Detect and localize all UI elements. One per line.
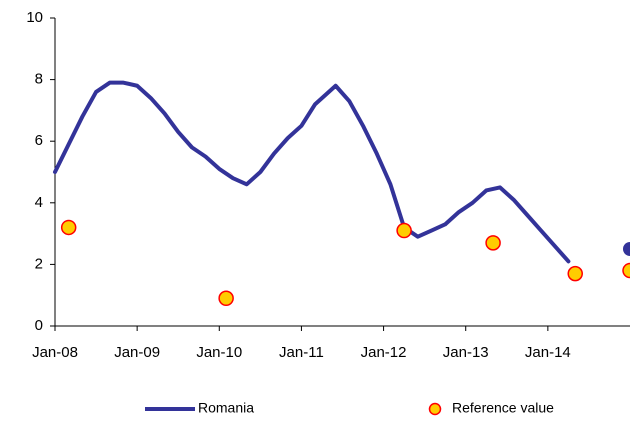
plot-area	[53, 80, 630, 307]
y-tick-label: 8	[35, 71, 43, 88]
y-tick-label: 4	[35, 194, 43, 211]
x-tick-label: Jan-11	[279, 344, 324, 361]
legend: Romania Reference value	[145, 400, 554, 416]
y-tick-label: 2	[35, 255, 43, 272]
x-tick-label: Jan-09	[114, 344, 160, 361]
y-tick-label: 0	[35, 317, 43, 334]
x-tick-label: Jan-10	[196, 344, 242, 361]
point	[567, 265, 583, 282]
point	[218, 290, 234, 307]
legend-label: Reference value	[452, 400, 554, 416]
point	[60, 219, 77, 236]
legend-label: Romania	[198, 400, 254, 416]
x-tick-label: Jan-12	[361, 344, 407, 361]
x-tick-label: Jan-08	[32, 344, 78, 361]
x-tick-label: Jan-14	[525, 344, 571, 361]
y-tick-label: 10	[26, 9, 43, 26]
line	[53, 80, 571, 264]
line-point	[623, 242, 630, 256]
point	[396, 222, 412, 239]
x-tick-label: Jan-13	[443, 344, 489, 361]
point	[622, 262, 630, 279]
point	[485, 235, 501, 251]
y-tick-label: 6	[35, 132, 43, 149]
legend-marker	[428, 402, 442, 416]
